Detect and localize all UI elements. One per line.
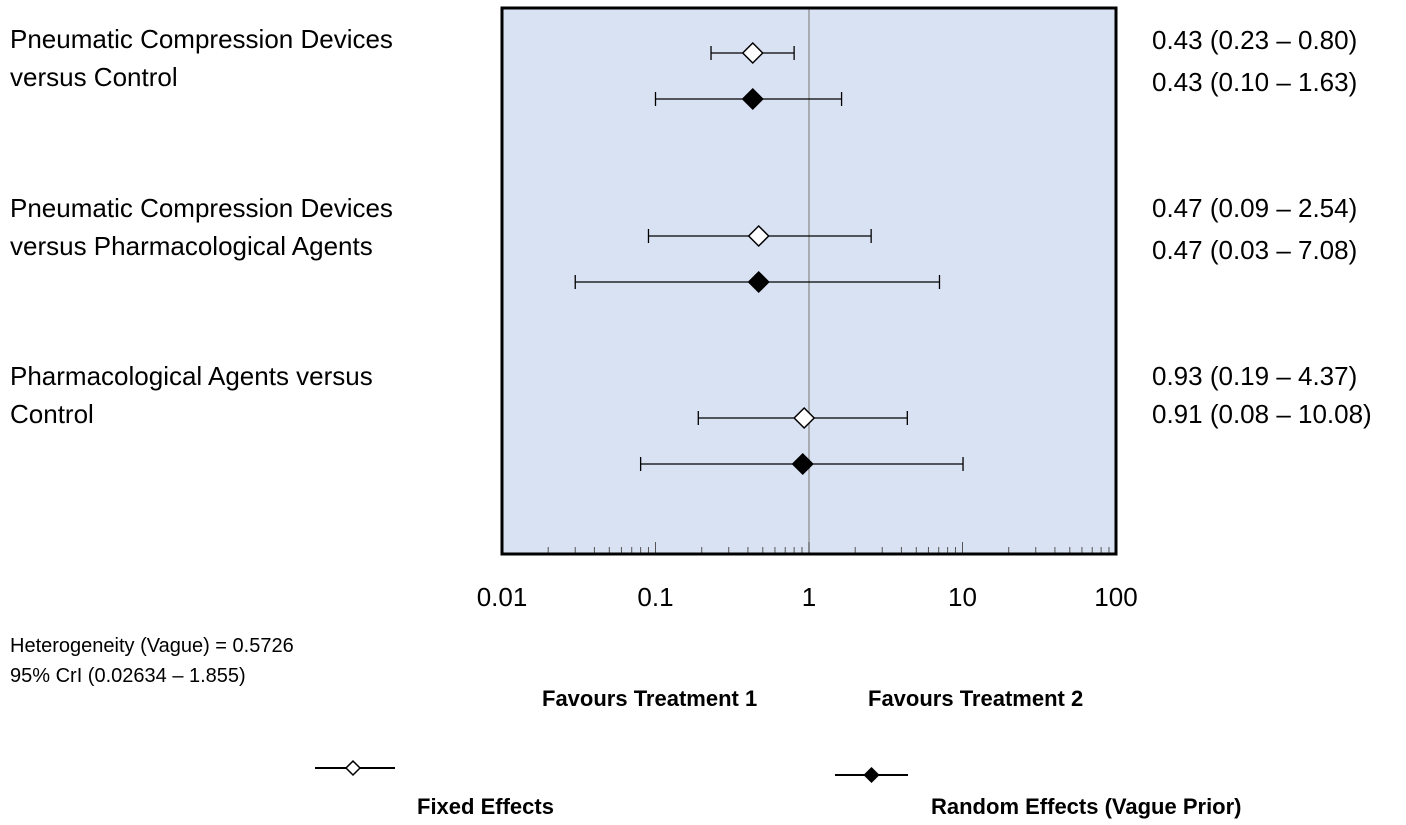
estimate-fixed-2: 0.47 (0.09 – 2.54)	[1152, 193, 1358, 223]
legend-random-marker	[863, 766, 880, 784]
estimate-random-2: 0.47 (0.03 – 7.08)	[1152, 235, 1358, 265]
heterogeneity-note: Heterogeneity (Vague) = 0.5726 95% CrI (…	[10, 635, 294, 687]
plot-frame	[500, 6, 1118, 556]
x-tick-label: 1	[802, 582, 816, 612]
fixed-effect-2-point	[747, 224, 770, 248]
comparison-label-3: Pharmacological Agents versus Control	[10, 361, 373, 429]
comparison-label-1: Pneumatic Compression Devices versus Con…	[10, 24, 393, 92]
estimate-random-3: 0.91 (0.08 – 10.08)	[1152, 399, 1372, 429]
estimate-fixed-1: 0.43 (0.23 – 0.80)	[1152, 25, 1358, 55]
x-tick-label: 10	[948, 582, 977, 612]
fixed-effect-1-point	[741, 41, 764, 65]
estimate-random-1: 0.43 (0.10 – 1.63)	[1152, 67, 1358, 97]
fixed-effect-3-point	[793, 406, 816, 430]
estimate-fixed-3: 0.93 (0.19 – 4.37)	[1152, 361, 1358, 391]
random-effect-1-point	[741, 87, 764, 111]
random-effect-2-point	[747, 270, 770, 294]
legend-fixed-label: Fixed Effects	[417, 794, 554, 819]
favours-treatment-2: Favours Treatment 2	[868, 686, 1084, 711]
legend-fixed-marker	[344, 759, 362, 777]
favours-treatment-1: Favours Treatment 1	[542, 686, 758, 711]
comparison-label-2: Pneumatic Compression Devices versus Pha…	[10, 193, 393, 261]
x-tick-label: 0.1	[637, 582, 673, 612]
random-effect-3-point	[791, 452, 814, 476]
x-tick-label: 100	[1094, 582, 1137, 612]
x-tick-label: 0.01	[477, 582, 528, 612]
legend-random-label: Random Effects (Vague Prior)	[931, 794, 1242, 819]
